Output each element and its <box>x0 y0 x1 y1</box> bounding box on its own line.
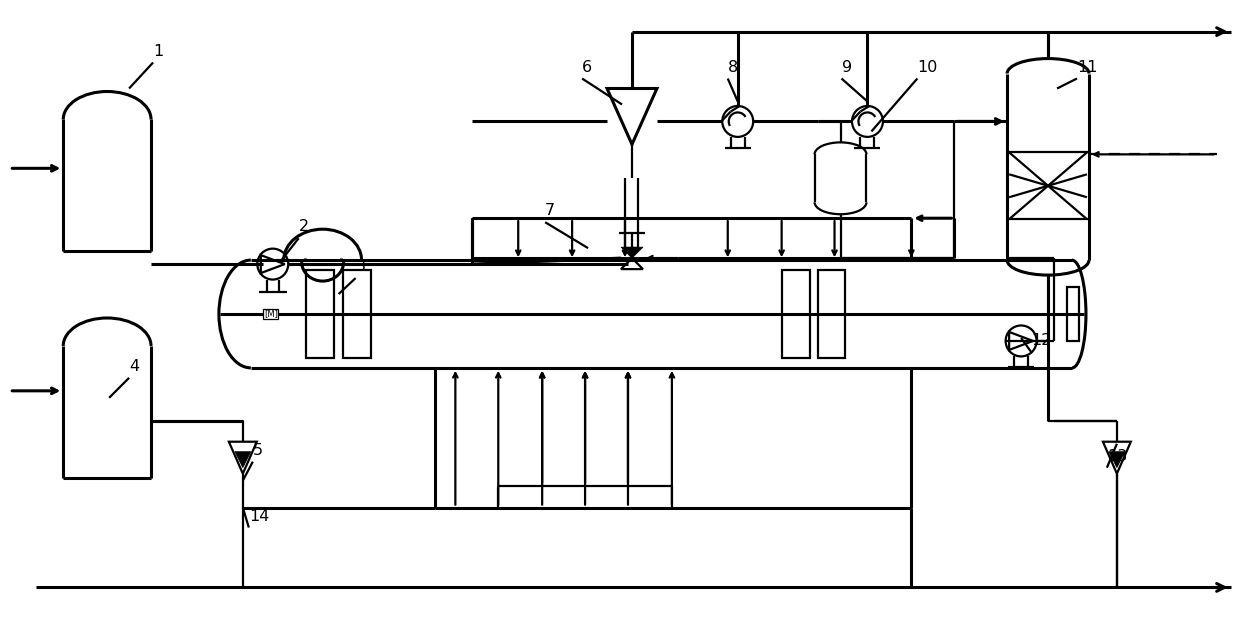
Polygon shape <box>621 247 644 258</box>
Bar <box>781 270 810 358</box>
Text: 5: 5 <box>253 443 263 458</box>
Text: [M]: [M] <box>264 309 278 319</box>
Text: 6: 6 <box>582 59 593 74</box>
Text: 1: 1 <box>153 44 164 59</box>
Text: 7: 7 <box>546 203 556 218</box>
Text: 9: 9 <box>842 59 852 74</box>
Text: 10: 10 <box>918 59 937 74</box>
Text: 13: 13 <box>1107 449 1127 464</box>
Text: 11: 11 <box>1078 59 1097 74</box>
Text: 14: 14 <box>249 508 269 523</box>
Bar <box>817 270 846 358</box>
Bar <box>1066 287 1079 341</box>
Bar <box>306 270 334 358</box>
Polygon shape <box>234 452 250 468</box>
Text: 4: 4 <box>129 359 139 374</box>
Text: 12: 12 <box>1032 333 1052 348</box>
Text: 8: 8 <box>728 59 738 74</box>
Polygon shape <box>1109 452 1125 468</box>
Bar <box>342 270 371 358</box>
Text: 2: 2 <box>299 219 309 234</box>
Text: 3: 3 <box>356 259 366 274</box>
